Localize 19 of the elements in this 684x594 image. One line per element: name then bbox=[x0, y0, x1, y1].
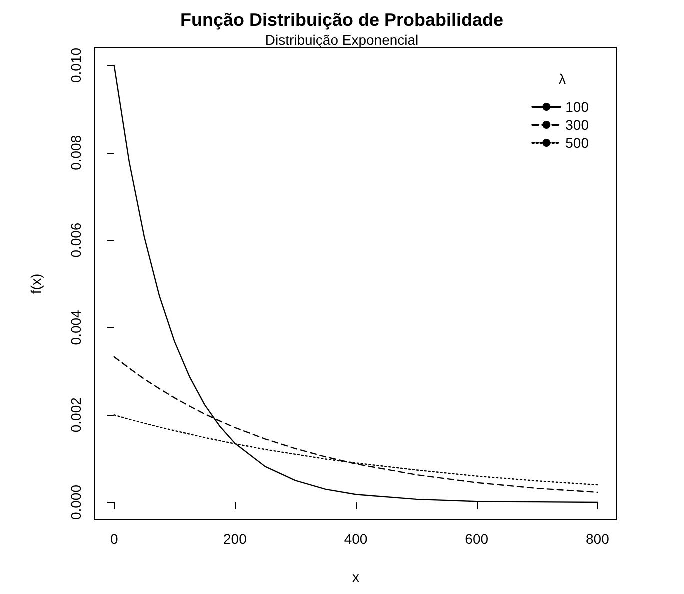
y-tick-label: 0.008 bbox=[68, 135, 84, 170]
chart-title: Função Distribuição de Probabilidade bbox=[180, 10, 504, 30]
x-tick-label: 0 bbox=[110, 531, 118, 547]
x-tick-label: 600 bbox=[465, 531, 489, 547]
y-axis-title: f(x) bbox=[28, 274, 44, 294]
chart-subtitle: Distribuição Exponencial bbox=[265, 32, 419, 48]
legend-label: 100 bbox=[566, 99, 590, 115]
legend-title: λ bbox=[559, 71, 566, 87]
legend-label: 500 bbox=[566, 135, 590, 151]
y-tick-label: 0.000 bbox=[68, 484, 84, 520]
y-tick-label: 0.010 bbox=[68, 48, 84, 84]
x-tick-label: 200 bbox=[223, 531, 248, 547]
x-tick-label: 400 bbox=[344, 531, 368, 547]
y-tick-label: 0.004 bbox=[68, 310, 84, 346]
y-tick-label: 0.002 bbox=[68, 397, 84, 433]
x-tick-label: 800 bbox=[586, 531, 610, 547]
y-tick-label: 0.006 bbox=[68, 222, 84, 258]
x-axis-title: x bbox=[352, 569, 360, 585]
legend-label: 300 bbox=[566, 117, 590, 133]
